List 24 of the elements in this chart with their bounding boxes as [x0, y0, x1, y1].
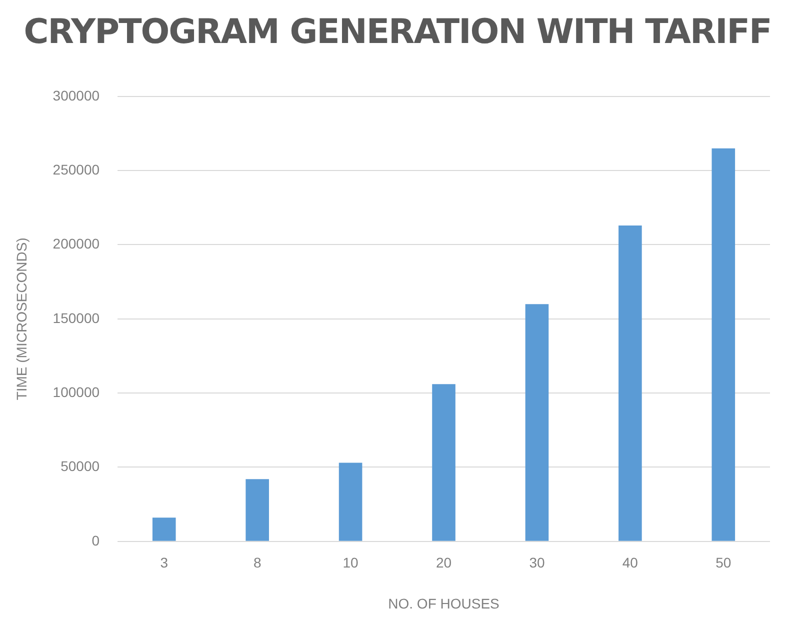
bar	[432, 384, 456, 541]
y-tick-label: 0	[92, 532, 100, 548]
y-tick-label: 200000	[52, 236, 100, 252]
x-tick-label: 8	[253, 554, 262, 571]
y-axis-title: TIME (MICROSECONDS)	[13, 238, 30, 400]
x-tick-label: 50	[716, 554, 732, 571]
bar	[712, 148, 736, 541]
x-tick-label: 20	[436, 554, 452, 571]
x-axis-title: NO. OF HOUSES	[388, 595, 500, 612]
chart-title: CRYPTOGRAM GENERATION WITH TARIFF	[22, 12, 772, 52]
bar	[525, 304, 549, 541]
x-tick-label: 3	[160, 554, 168, 571]
y-tick-label: 50000	[60, 458, 100, 474]
y-tick-label: 150000	[52, 310, 100, 326]
y-tick-label: 250000	[52, 161, 100, 178]
x-tick-label: 10	[342, 554, 359, 571]
y-tick-label: 300000	[52, 87, 100, 104]
x-tick-label: 30	[529, 554, 545, 571]
bar	[152, 518, 176, 541]
x-tick-label: 40	[622, 554, 638, 571]
bar	[618, 225, 642, 541]
y-tick-label: 100000	[52, 384, 100, 400]
bar	[338, 462, 362, 541]
bar	[246, 479, 269, 541]
